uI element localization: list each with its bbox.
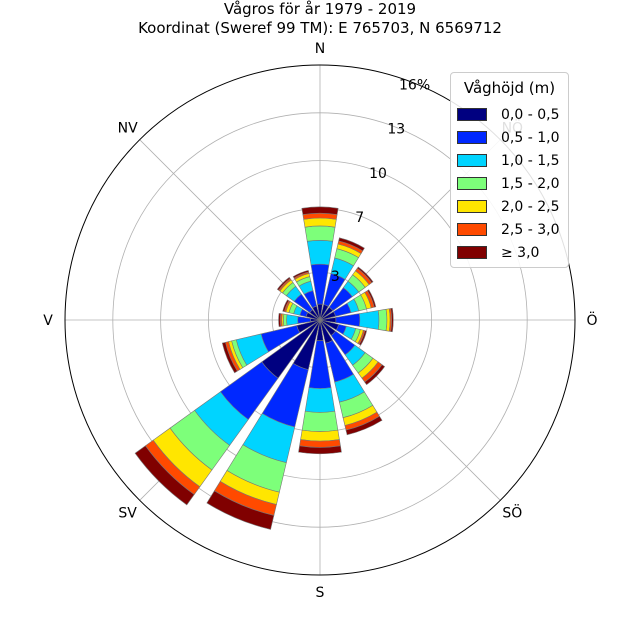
legend-swatch	[457, 246, 487, 259]
legend-label: 1,0 - 1,5	[501, 153, 560, 169]
chart-title: Vågros för år 1979 - 2019	[223, 0, 417, 18]
bar-segment	[283, 313, 288, 327]
radial-tick-label: 7	[355, 210, 364, 226]
bar-segment	[356, 266, 374, 284]
bar-segment	[298, 445, 342, 455]
bar-segment	[134, 445, 195, 506]
legend-entry: ≥ 3,0	[457, 243, 567, 263]
bar-segment	[304, 387, 336, 413]
bar-segment	[300, 429, 340, 442]
bar-segment	[358, 330, 367, 346]
legend-entry: 0,0 - 0,5	[457, 105, 567, 125]
radial-tick-label: 13	[387, 122, 405, 138]
bar-segment	[301, 410, 339, 432]
direction-label: S	[316, 585, 325, 601]
legend-swatch	[457, 200, 487, 213]
direction-label: V	[43, 313, 53, 329]
outer-ring	[64, 64, 576, 576]
bar-segment	[304, 225, 336, 242]
legend-swatch	[457, 131, 487, 144]
legend-entry: 1,5 - 2,0	[457, 174, 567, 194]
radial-ring	[112, 112, 528, 528]
legend: Våghöjd (m) 0,0 - 0,5 0,5 - 1,0 1,0 - 1,5 1…	[450, 72, 569, 268]
direction-label: N	[315, 41, 325, 57]
bar-segment	[286, 314, 299, 326]
direction-label: Ö	[586, 311, 597, 329]
bar-segment	[377, 308, 388, 332]
direction-label: NV	[118, 121, 138, 137]
bar-segment	[303, 217, 337, 228]
legend-swatch	[457, 154, 487, 167]
legend-label: 1,5 - 2,0	[501, 176, 560, 192]
legend-entry: 2,0 - 2,5	[457, 197, 567, 217]
bar-segment	[358, 310, 380, 330]
direction-label: SV	[118, 505, 137, 521]
legend-label: 2,0 - 2,5	[501, 199, 560, 215]
radial-tick-label: 3	[331, 269, 340, 285]
chart-subtitle: Koordinat (Sweref 99 TM): E 765703, N 65…	[138, 19, 502, 37]
bar-segment	[276, 276, 291, 291]
bar-segment	[367, 289, 377, 308]
rose-bars	[134, 206, 394, 530]
bar-segment	[390, 307, 394, 333]
legend-title: Våghöjd (m)	[463, 79, 556, 97]
direction-label: SÖ	[502, 503, 522, 521]
radial-tick-label: 10	[369, 166, 387, 182]
legend-swatch	[457, 177, 487, 190]
legend-label: ≥ 3,0	[501, 245, 540, 261]
legend-label: 0,5 - 1,0	[501, 130, 560, 146]
legend-label: 2,5 - 3,0	[501, 222, 560, 238]
bar-segment	[306, 240, 334, 266]
legend-label: 0,0 - 0,5	[501, 107, 560, 123]
legend-swatch	[457, 108, 487, 121]
radial-tick-label: 16%	[399, 77, 430, 93]
bar-segment	[345, 415, 383, 436]
bar-segment	[221, 341, 238, 374]
bar-segment	[338, 237, 365, 252]
bar-segment	[206, 490, 275, 530]
legend-entry: 2,5 - 3,0	[457, 220, 567, 240]
bar-segment	[282, 299, 290, 312]
bar-segment	[278, 313, 282, 327]
legend-swatch	[457, 223, 487, 236]
bar-segment	[301, 206, 339, 215]
legend-entry: 0,5 - 1,0	[457, 128, 567, 148]
bar-segment	[292, 269, 310, 279]
bar-segment	[364, 364, 386, 386]
radial-ring	[160, 160, 480, 480]
legend-entry: 1,0 - 1,5	[457, 151, 567, 171]
